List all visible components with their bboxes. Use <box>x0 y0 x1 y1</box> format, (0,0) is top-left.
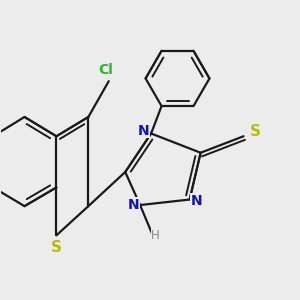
Text: N: N <box>190 194 202 208</box>
Text: N: N <box>138 124 150 138</box>
Text: H: H <box>151 229 160 242</box>
Text: S: S <box>51 240 62 255</box>
Text: S: S <box>250 124 261 139</box>
Text: Cl: Cl <box>98 63 113 77</box>
Text: N: N <box>128 198 139 212</box>
